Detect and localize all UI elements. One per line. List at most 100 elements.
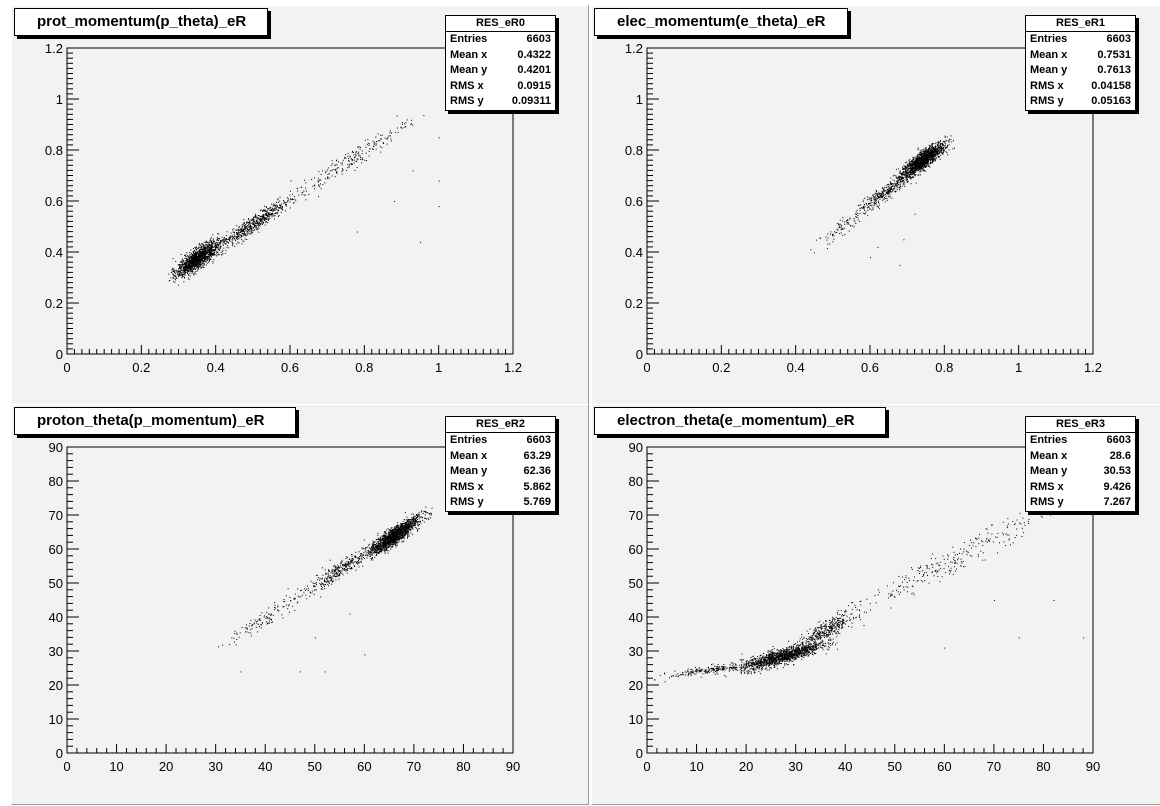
- data-point: [233, 234, 235, 236]
- data-point: [193, 257, 194, 259]
- data-point: [258, 219, 260, 220]
- data-point: [857, 205, 859, 207]
- data-point: [925, 155, 927, 157]
- data-point: [199, 259, 201, 261]
- data-point: [936, 155, 938, 157]
- data-point: [914, 163, 916, 165]
- data-point: [372, 547, 374, 549]
- data-point: [890, 186, 892, 188]
- data-point: [861, 207, 863, 209]
- data-point: [222, 240, 224, 242]
- data-point: [308, 194, 310, 195]
- data-point: [919, 171, 921, 172]
- data-point: [893, 174, 895, 176]
- y-tick-label: 20: [49, 678, 63, 693]
- x-tick-label: 90: [506, 759, 520, 774]
- data-point: [216, 236, 218, 238]
- data-point: [345, 154, 347, 156]
- data-point: [928, 154, 929, 156]
- data-point: [874, 196, 876, 198]
- data-point: [934, 155, 936, 157]
- data-point: [271, 216, 273, 218]
- data-point: [902, 167, 904, 169]
- data-point: [934, 153, 936, 155]
- data-point: [947, 154, 949, 156]
- data-point: [202, 256, 204, 258]
- data-point: [209, 247, 211, 249]
- y-tick-label: 1: [636, 92, 643, 107]
- data-point: [205, 251, 207, 252]
- data-point: [408, 535, 410, 537]
- data-point: [213, 238, 214, 240]
- data-point: [182, 273, 184, 275]
- data-point: [895, 177, 897, 179]
- data-point: [376, 551, 378, 553]
- data-point: [255, 217, 257, 218]
- data-point: [905, 173, 907, 175]
- data-point: [413, 522, 415, 524]
- data-point: [200, 266, 202, 268]
- data-point: [198, 254, 200, 256]
- data-point: [896, 188, 898, 190]
- data-point: [354, 156, 356, 158]
- data-point: [324, 178, 326, 180]
- data-point: [923, 164, 925, 166]
- data-point: [922, 161, 924, 163]
- data-point: [195, 260, 197, 262]
- x-tick-label: 1: [435, 360, 442, 375]
- data-point: [918, 153, 920, 155]
- data-point: [351, 164, 353, 166]
- data-point: [862, 201, 864, 203]
- data-point: [902, 181, 904, 182]
- data-point: [914, 175, 916, 177]
- data-point: [278, 215, 280, 216]
- y-tick-label: 90: [49, 440, 63, 455]
- data-point: [937, 153, 939, 155]
- data-point: [209, 253, 211, 255]
- data-point: [355, 152, 357, 154]
- data-point: [925, 161, 927, 163]
- data-point: [373, 552, 375, 554]
- data-point: [943, 148, 945, 150]
- data-point: [218, 242, 220, 244]
- data-point: [223, 247, 225, 249]
- data-point: [203, 245, 205, 247]
- data-point: [218, 238, 220, 240]
- data-point: [261, 219, 263, 221]
- data-point: [195, 268, 197, 270]
- data-point: [239, 229, 241, 231]
- data-point: [934, 146, 936, 148]
- data-point: [217, 249, 219, 251]
- data-point: [236, 237, 238, 239]
- data-point: [211, 246, 213, 248]
- data-point: [203, 252, 205, 254]
- data-point: [194, 261, 196, 263]
- data-point: [901, 177, 903, 179]
- data-point: [927, 164, 929, 166]
- data-point: [185, 267, 187, 268]
- data-point: [203, 244, 204, 246]
- data-point: [913, 174, 915, 175]
- data-point: [189, 269, 191, 270]
- data-point: [257, 215, 259, 216]
- data-point: [372, 140, 374, 142]
- data-point: [376, 543, 378, 544]
- data-point: [253, 217, 254, 219]
- data-point: [356, 160, 358, 162]
- data-point: [883, 194, 885, 196]
- data-point: [889, 195, 891, 197]
- data-point: [944, 142, 946, 144]
- data-point: [347, 155, 349, 157]
- data-point: [922, 168, 924, 170]
- data-point: [954, 147, 955, 149]
- data-point: [196, 261, 198, 263]
- data-point: [233, 228, 235, 230]
- data-point: [428, 513, 430, 514]
- data-point: [230, 237, 231, 239]
- data-point: [905, 176, 907, 178]
- data-point: [183, 261, 185, 263]
- data-point: [920, 165, 922, 167]
- data-point: [217, 245, 219, 247]
- data-point: [200, 264, 201, 266]
- data-point: [928, 161, 929, 163]
